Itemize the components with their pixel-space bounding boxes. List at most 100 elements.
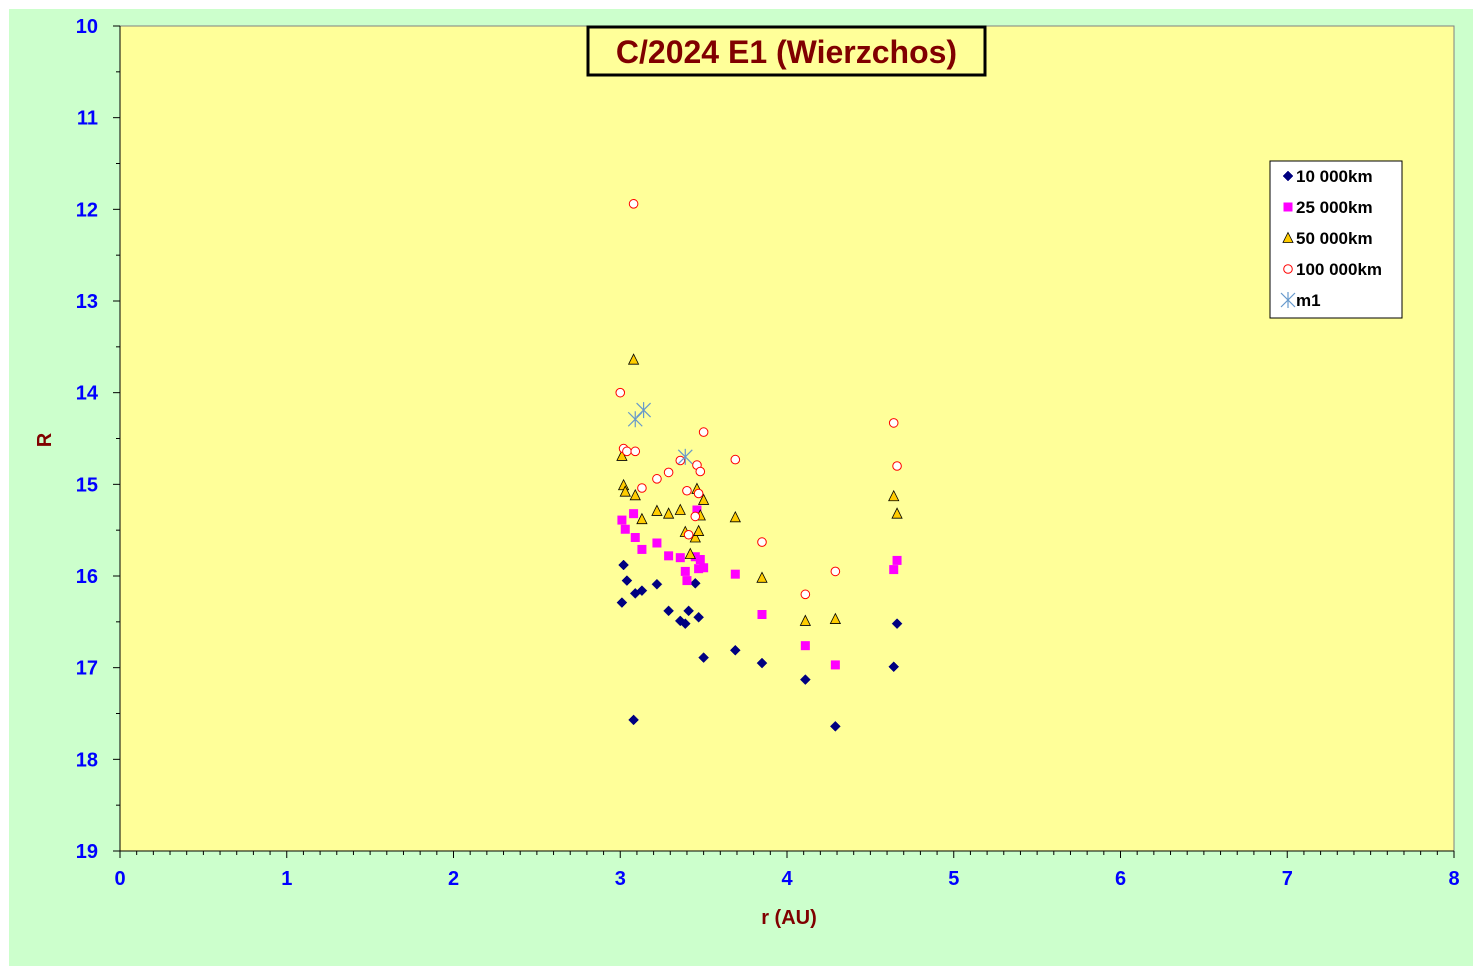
data-point	[621, 575, 633, 586]
legend-marker	[1283, 264, 1293, 274]
data-point	[651, 578, 663, 590]
x-tick-label: 0	[114, 868, 125, 890]
data-point	[689, 577, 701, 589]
data-point	[679, 618, 691, 630]
data-point	[757, 537, 767, 547]
data-point	[630, 446, 641, 457]
y-tick-label: 14	[76, 383, 99, 405]
chart-title-box: C/2024 E1 (Wierzchos)	[586, 25, 987, 77]
data-point	[800, 589, 811, 600]
data-point	[636, 402, 652, 419]
x-tick-label: 5	[948, 868, 959, 890]
data-point	[652, 474, 662, 484]
data-point	[627, 353, 640, 365]
chart-area: 0 1 2 3 4 5 6 7 8 10 11 12 13 14 15 16 17 18 19 C/2024 E1 …	[9, 9, 1473, 966]
y-tick-label: 12	[76, 199, 98, 221]
data-point	[683, 529, 694, 540]
data-point	[730, 454, 741, 465]
data-point	[892, 555, 902, 565]
data-point	[756, 657, 768, 669]
data-point	[730, 569, 740, 579]
legend-label: m1	[1296, 291, 1321, 310]
x-tick-label: 1	[281, 868, 292, 890]
data-point	[690, 552, 700, 562]
data-point	[693, 611, 704, 623]
data-point	[630, 533, 640, 542]
data-point	[677, 448, 693, 465]
data-point	[629, 509, 639, 519]
legend-marker	[1283, 202, 1293, 212]
data-point	[888, 418, 899, 428]
data-point	[692, 524, 705, 536]
legend-label: 25 000km	[1296, 198, 1373, 217]
data-point	[637, 544, 647, 554]
y-tick-label: 10	[76, 16, 98, 38]
data-point	[830, 660, 840, 670]
data-point	[637, 483, 647, 493]
data-point	[620, 524, 630, 534]
series-square	[617, 505, 902, 670]
y-tick-label: 19	[76, 841, 98, 863]
data-point	[694, 564, 704, 574]
data-point	[891, 618, 903, 630]
data-point	[619, 485, 631, 497]
series-circle	[615, 199, 902, 600]
y-tick-label: 17	[76, 658, 98, 680]
y-tick-label: 16	[76, 566, 98, 588]
data-point	[891, 507, 903, 519]
data-point	[675, 553, 685, 563]
data-point	[628, 714, 639, 726]
data-point	[698, 652, 709, 663]
plot-area	[119, 25, 1455, 852]
legend-marker	[1282, 170, 1294, 182]
series-diamond	[616, 559, 903, 732]
data-point	[729, 510, 741, 523]
data-point	[618, 559, 629, 571]
x-tick-label: 6	[1115, 868, 1126, 890]
legend-label: 10 000km	[1296, 167, 1373, 186]
legend-label: 100 000km	[1296, 260, 1382, 279]
series-star	[627, 402, 693, 465]
data-point	[830, 720, 841, 732]
chart-title: C/2024 E1 (Wierzchos)	[616, 34, 957, 70]
x-tick-label: 2	[448, 868, 459, 890]
data-point	[675, 455, 686, 466]
data-point	[756, 571, 768, 583]
data-point	[693, 488, 704, 499]
data-point	[636, 512, 648, 525]
x-axis-title: r (AU)	[761, 907, 817, 929]
legend-marker	[1280, 292, 1296, 308]
data-point	[695, 466, 706, 477]
data-point	[690, 511, 701, 522]
x-tick-label: 7	[1282, 868, 1293, 890]
data-point	[636, 585, 648, 597]
data-point	[888, 661, 900, 673]
data-point	[622, 446, 632, 457]
data-point	[800, 641, 810, 651]
data-point	[674, 503, 686, 515]
data-point	[830, 566, 841, 577]
data-point	[663, 467, 674, 478]
data-point	[757, 610, 767, 619]
x-tick-label: 3	[615, 868, 626, 890]
data-point	[617, 515, 627, 525]
data-point	[697, 493, 710, 505]
data-point	[698, 427, 709, 437]
data-point	[663, 605, 674, 617]
legend-marker	[1282, 231, 1294, 243]
data-point	[695, 555, 705, 564]
data-point	[664, 551, 674, 561]
data-point	[683, 605, 694, 617]
data-point	[799, 614, 811, 626]
data-point	[629, 488, 641, 501]
data-point	[680, 566, 690, 576]
x-tick-label: 4	[781, 868, 793, 890]
data-point	[692, 505, 702, 515]
data-point	[699, 563, 709, 573]
data-point	[628, 199, 639, 209]
data-point	[651, 504, 663, 516]
data-point	[829, 612, 842, 624]
data-point	[799, 674, 811, 685]
data-point	[652, 538, 662, 548]
